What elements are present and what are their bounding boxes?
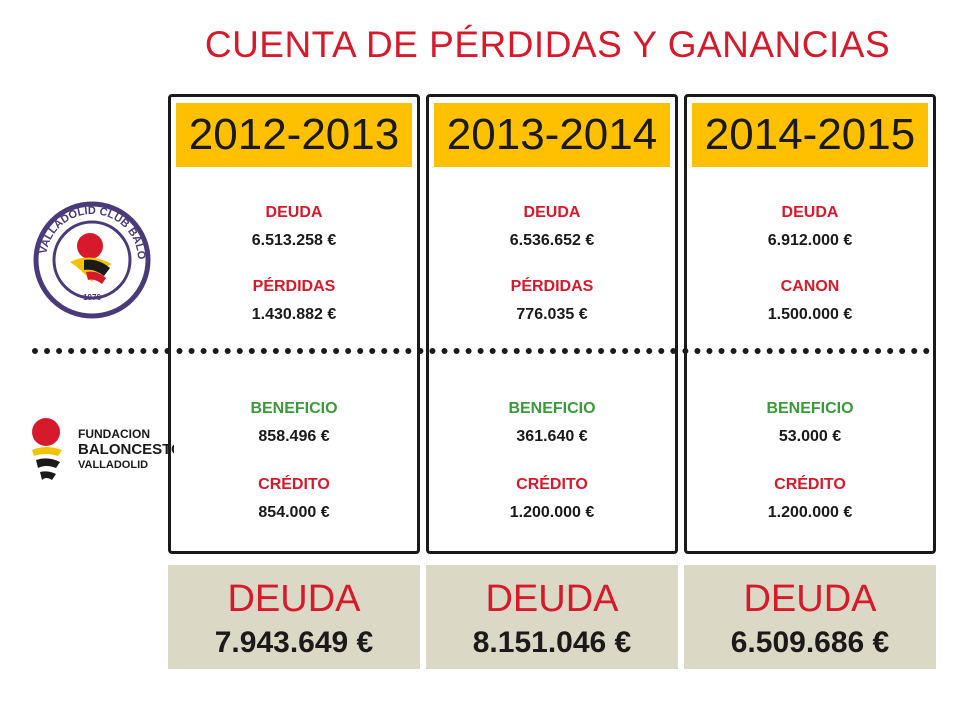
item-value: 776.035 € [516, 306, 588, 323]
fundacion-line1: FUNDACION [78, 427, 150, 441]
total-value: 6.509.686 € [730, 626, 890, 659]
item-value: 53.000 € [778, 428, 842, 445]
total-2012-2013: DEUDA 7.943.649 € [168, 565, 420, 669]
club-seal-year: 1976 [83, 293, 101, 302]
fundacion-line3: VALLADOLID [78, 459, 148, 471]
credito-block: CRÉDITO 854.000 € [168, 474, 420, 524]
total-2014-2015: DEUDA 6.509.686 € [684, 565, 936, 669]
deuda-block: DEUDA 6.536.652 € [426, 202, 678, 252]
beneficio-block: BENEFICIO 858.496 € [168, 398, 420, 448]
beneficio-block: BENEFICIO 53.000 € [684, 398, 936, 448]
item-label: DEUDA [265, 204, 323, 221]
item-value: 6.536.652 € [509, 232, 595, 249]
item-label: DEUDA [523, 204, 581, 221]
item-label: BENEFICIO [250, 400, 338, 417]
beneficio-block: BENEFICIO 361.640 € [426, 398, 678, 448]
perdidas-block: PÉRDIDAS 776.035 € [426, 276, 678, 326]
page-title: CUENTA DE PÉRDIDAS Y GANANCIAS [204, 24, 891, 65]
item-value: 854.000 € [258, 504, 330, 521]
item-label: PÉRDIDAS [510, 278, 594, 295]
column-2013-2014 [426, 94, 678, 554]
total-2013-2014: DEUDA 8.151.046 € [426, 565, 678, 669]
total-label: DEUDA [485, 578, 619, 620]
deuda-block: DEUDA 6.513.258 € [168, 202, 420, 252]
item-label: CRÉDITO [258, 476, 330, 493]
year-header-2012-2013: 2012-2013 [176, 103, 412, 167]
total-value: 7.943.649 € [214, 626, 374, 659]
divider-dotted-line [32, 348, 930, 354]
item-value: 361.640 € [516, 428, 588, 445]
item-value: 858.496 € [258, 428, 330, 445]
club-seal-logo: VALLADOLID CLUB BALONCESTO 1976 [32, 200, 151, 319]
perdidas-block: PÉRDIDAS 1.430.882 € [168, 276, 420, 326]
total-value: 8.151.046 € [472, 626, 632, 659]
canon-block: CANON 1.500.000 € [684, 276, 936, 326]
item-value: 1.200.000 € [509, 504, 595, 521]
fundacion-line2: BALONCESTO [78, 441, 174, 458]
fundacion-logo: FUNDACION BALONCESTO VALLADOLID [32, 418, 174, 480]
item-value: 6.513.258 € [251, 232, 337, 249]
credito-block: CRÉDITO 1.200.000 € [684, 474, 936, 524]
total-label: DEUDA [227, 578, 361, 620]
item-value: 6.912.000 € [767, 232, 853, 249]
credito-block: CRÉDITO 1.200.000 € [426, 474, 678, 524]
item-label: CANON [780, 278, 840, 295]
item-label: BENEFICIO [766, 400, 854, 417]
item-value: 1.200.000 € [767, 504, 853, 521]
item-label: BENEFICIO [508, 400, 596, 417]
item-label: PÉRDIDAS [252, 278, 336, 295]
column-2014-2015 [684, 94, 936, 554]
deuda-block: DEUDA 6.912.000 € [684, 202, 936, 252]
total-label: DEUDA [743, 578, 877, 620]
item-value: 1.500.000 € [767, 306, 853, 323]
year-header-2013-2014: 2013-2014 [434, 103, 670, 167]
item-label: DEUDA [781, 204, 839, 221]
year-header-2014-2015: 2014-2015 [692, 103, 928, 167]
item-label: CRÉDITO [516, 476, 588, 493]
item-label: CRÉDITO [774, 476, 846, 493]
column-2012-2013 [168, 94, 420, 554]
item-value: 1.430.882 € [251, 306, 337, 323]
